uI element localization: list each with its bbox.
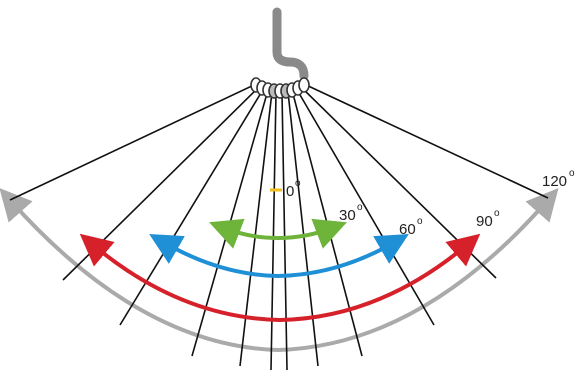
line-left-60 <box>119 87 265 326</box>
arrow-30 <box>209 218 347 249</box>
line-right-120 <box>303 83 549 199</box>
label-0-degree: o <box>295 178 301 189</box>
line-center-left <box>270 92 277 371</box>
label-0: 0 <box>286 183 294 200</box>
line-center-right <box>281 92 288 371</box>
label-30: 30 <box>339 207 356 224</box>
label-120-degree: o <box>569 168 575 179</box>
hook-icon <box>272 7 309 81</box>
line-left-90 <box>62 85 261 281</box>
line-right-60 <box>295 87 435 326</box>
label-90: 90 <box>476 213 493 230</box>
label-120: 120 <box>542 173 567 190</box>
pivot-rings <box>250 77 310 99</box>
label-90-degree: o <box>494 208 500 219</box>
arrow-60 <box>149 233 409 279</box>
line-left-120 <box>9 83 257 201</box>
arrow-90 <box>79 233 481 323</box>
label-30-degree: o <box>357 202 363 213</box>
label-60: 60 <box>399 221 416 238</box>
label-60-degree: o <box>417 216 423 227</box>
line-right-90 <box>299 85 497 279</box>
arrow-120 <box>0 187 559 353</box>
suspension-lines <box>9 83 549 371</box>
